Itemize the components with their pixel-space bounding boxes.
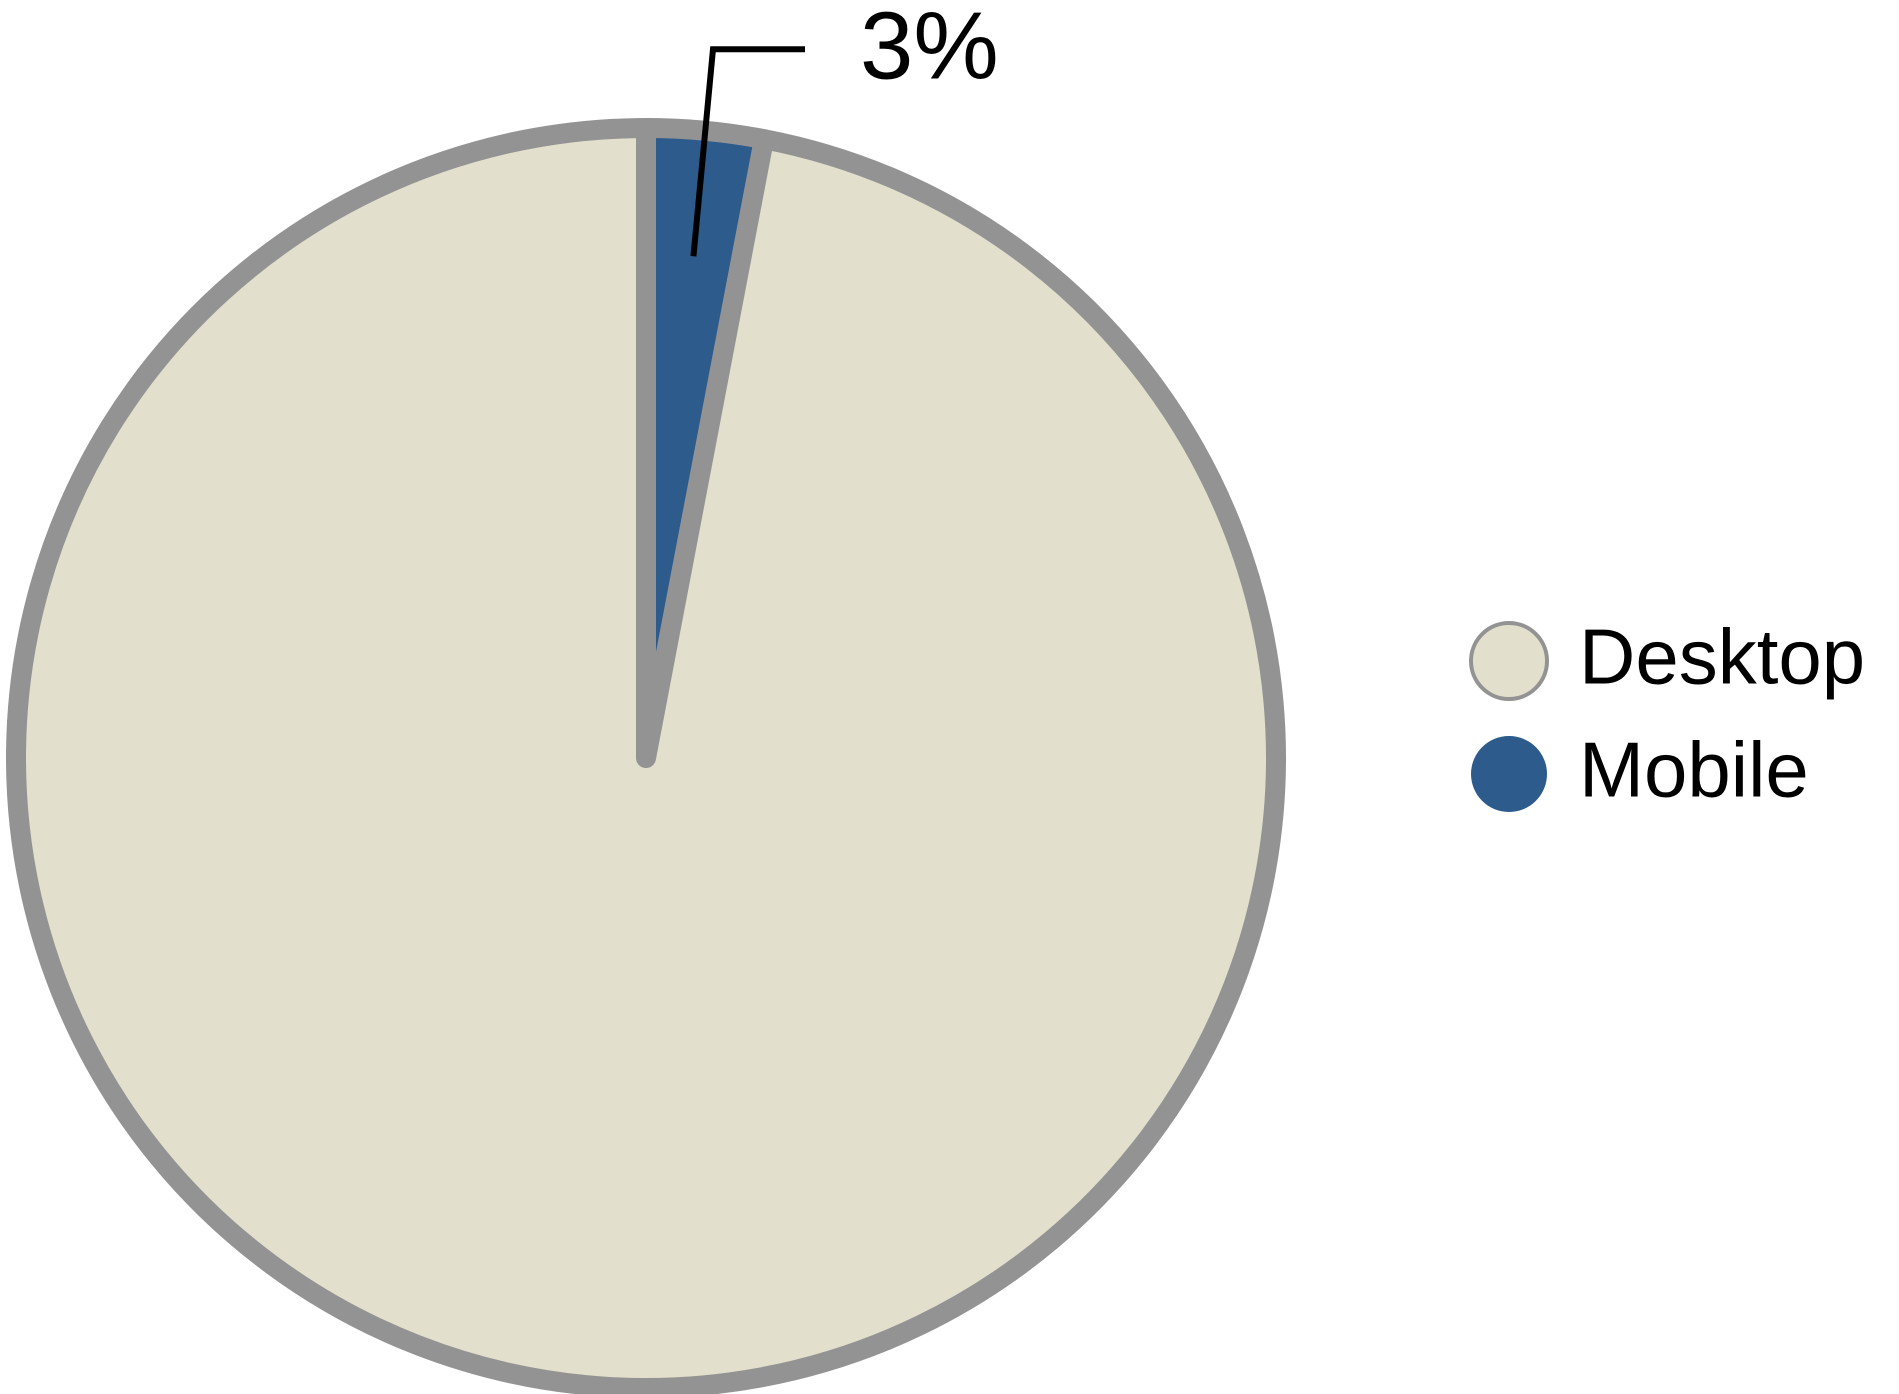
legend-swatch [1471,736,1547,812]
legend-label: Desktop [1579,613,1865,701]
leader-line [690,46,805,257]
data-label: 3% [860,0,999,100]
legend-swatch [1469,621,1549,701]
legend-label: Mobile [1579,726,1809,814]
pie-slice [6,118,1286,1394]
